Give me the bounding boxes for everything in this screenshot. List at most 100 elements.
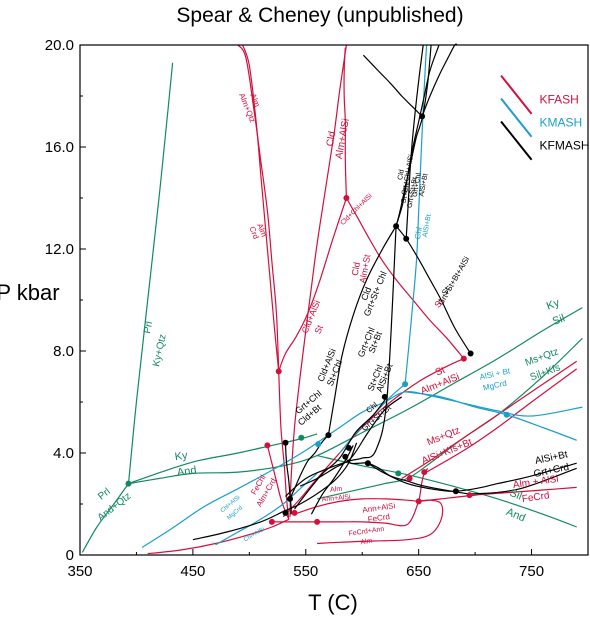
reaction-curve-aluminosilicate [316, 337, 583, 500]
reaction-curve-kfash [147, 518, 290, 555]
reaction-label: Ann+AlSi [321, 494, 351, 504]
reaction-curve-kfmash [327, 225, 397, 436]
reaction-label: Grt+Chl [412, 172, 423, 198]
reaction-curve-kfash [282, 358, 465, 518]
y-tick-label: 16.0 [45, 139, 74, 156]
legend-label: KFMASH [540, 139, 590, 153]
invariant-point-kfmash [381, 393, 388, 400]
reaction-label: Prl [142, 320, 155, 334]
reaction-label: Ky [545, 297, 562, 313]
series-layer [81, 43, 583, 555]
reaction-label: Cld [359, 286, 373, 302]
invariant-point-kfmash [403, 235, 410, 242]
legend-swatch-kfash [500, 74, 533, 115]
reaction-label: Alm [360, 538, 373, 547]
reaction-label: Crd [247, 225, 260, 240]
reaction-label: St [434, 365, 447, 379]
reaction-label: Sil [551, 312, 567, 327]
invariant-point-layer [125, 113, 510, 525]
x-tick-label: 350 [67, 563, 92, 580]
invariant-point-kfmash [419, 113, 426, 120]
reaction-curve-kfmash [395, 44, 432, 227]
reaction-label: Cld [397, 169, 406, 181]
invariant-point-kfmash [467, 350, 474, 357]
chart-title: Spear & Cheney (unpublished) [176, 4, 463, 27]
reaction-label: Cld [350, 261, 362, 276]
invariant-point-kfash [291, 509, 298, 516]
reaction-label: MgCrd [482, 379, 507, 393]
y-tick-label: 0 [66, 547, 74, 564]
invariant-point-kfash [314, 518, 321, 525]
invariant-point-kfmash [452, 488, 459, 495]
invariant-point-kfmash [342, 453, 349, 460]
plot-clip-group: PrlKy+QtzPrlAnd+QtzKyAndKySilSilAndMs+Qt… [81, 43, 590, 555]
x-axis-title: T (C) [308, 590, 358, 615]
y-axis-title: P kbar [0, 280, 60, 305]
x-tick-label: 650 [406, 563, 431, 580]
reaction-label: FeCrd+Ann [348, 526, 385, 538]
reaction-curve-kfash [294, 498, 419, 515]
invariant-point-aluminosilicate [395, 470, 402, 477]
reaction-label: Alm+AlSi [334, 118, 352, 160]
reaction-curve-kfmash [362, 54, 423, 117]
invariant-point-kfmash [364, 460, 371, 467]
reaction-curve-kfash [345, 197, 465, 359]
reaction-label: AlSi + Bt [479, 366, 512, 381]
reaction-label: St [440, 285, 452, 297]
invariant-point-kmash [503, 411, 510, 418]
reaction-curve-aluminosilicate [81, 483, 129, 553]
invariant-point-kfmash [393, 223, 400, 230]
invariant-point-kfmash [287, 495, 293, 502]
reaction-label: Cld [325, 131, 338, 148]
x-tick-label: 450 [180, 563, 205, 580]
reaction-curve-aluminosilicate [316, 455, 577, 528]
reaction-curve-kfmash [285, 226, 397, 497]
legend-swatch-kfmash [500, 120, 533, 161]
legend-label: KMASH [540, 116, 583, 130]
reaction-curve-kmash [404, 44, 428, 385]
reaction-curve-kfash [271, 501, 420, 527]
reaction-label: AlSi+Bt [418, 173, 429, 197]
reaction-curve-kfmash [395, 225, 472, 354]
y-tick-label: 12.0 [45, 241, 74, 258]
reaction-curve-kfash [242, 44, 280, 372]
reaction-curve-aluminosilicate [127, 62, 174, 484]
invariant-point-kfash [275, 368, 282, 375]
reaction-label: Sil [508, 487, 524, 503]
reaction-label: FeCrd [521, 490, 550, 505]
y-tick-label: 20.0 [45, 37, 74, 54]
reaction-curve-kfash [278, 371, 290, 520]
reaction-curve-kfash [278, 197, 347, 372]
reaction-label: St+Chl [401, 181, 412, 204]
x-tick-label: 750 [519, 563, 544, 580]
reaction-curve-kfmash [310, 445, 354, 515]
reaction-label: Grt+St+Bt+AlSi [436, 255, 471, 307]
invariant-point-kfash [268, 518, 275, 525]
y-tick-label: 8.0 [53, 343, 74, 360]
reaction-curve-kfmash [192, 442, 358, 541]
y-tick-label: 4.0 [53, 445, 74, 462]
invariant-point-kfmash [325, 432, 332, 439]
reaction-curve-kfmash [289, 434, 329, 500]
invariant-point-aluminosilicate [125, 480, 132, 487]
reaction-label: Alm+St [357, 253, 372, 284]
reaction-curve-kfash [424, 368, 578, 474]
reaction-label: FeCrd [367, 512, 390, 524]
invariant-point-kfash [466, 492, 473, 499]
reaction-curve-kfash [401, 360, 578, 480]
reaction-curve-kmash [405, 391, 577, 441]
reaction-label-layer: PrlKy+QtzPrlAnd+QtzKyAndKySilSilAndMs+Qt… [96, 92, 590, 546]
reaction-label: Prl [96, 486, 112, 502]
reaction-curve-kfmash [344, 457, 577, 495]
reaction-label: AlSi+Bt [422, 214, 433, 238]
invariant-point-kfash [415, 498, 422, 505]
invariant-point-kfash [460, 355, 467, 362]
invariant-point-kfash [343, 195, 350, 201]
reaction-curve-kfmash [405, 44, 424, 239]
legend-label: KFASH [540, 93, 579, 107]
x-tick-label: 550 [293, 563, 318, 580]
invariant-point-aluminosilicate [298, 434, 305, 441]
invariant-point-kfash [406, 475, 413, 482]
reaction-label: St [313, 323, 326, 335]
